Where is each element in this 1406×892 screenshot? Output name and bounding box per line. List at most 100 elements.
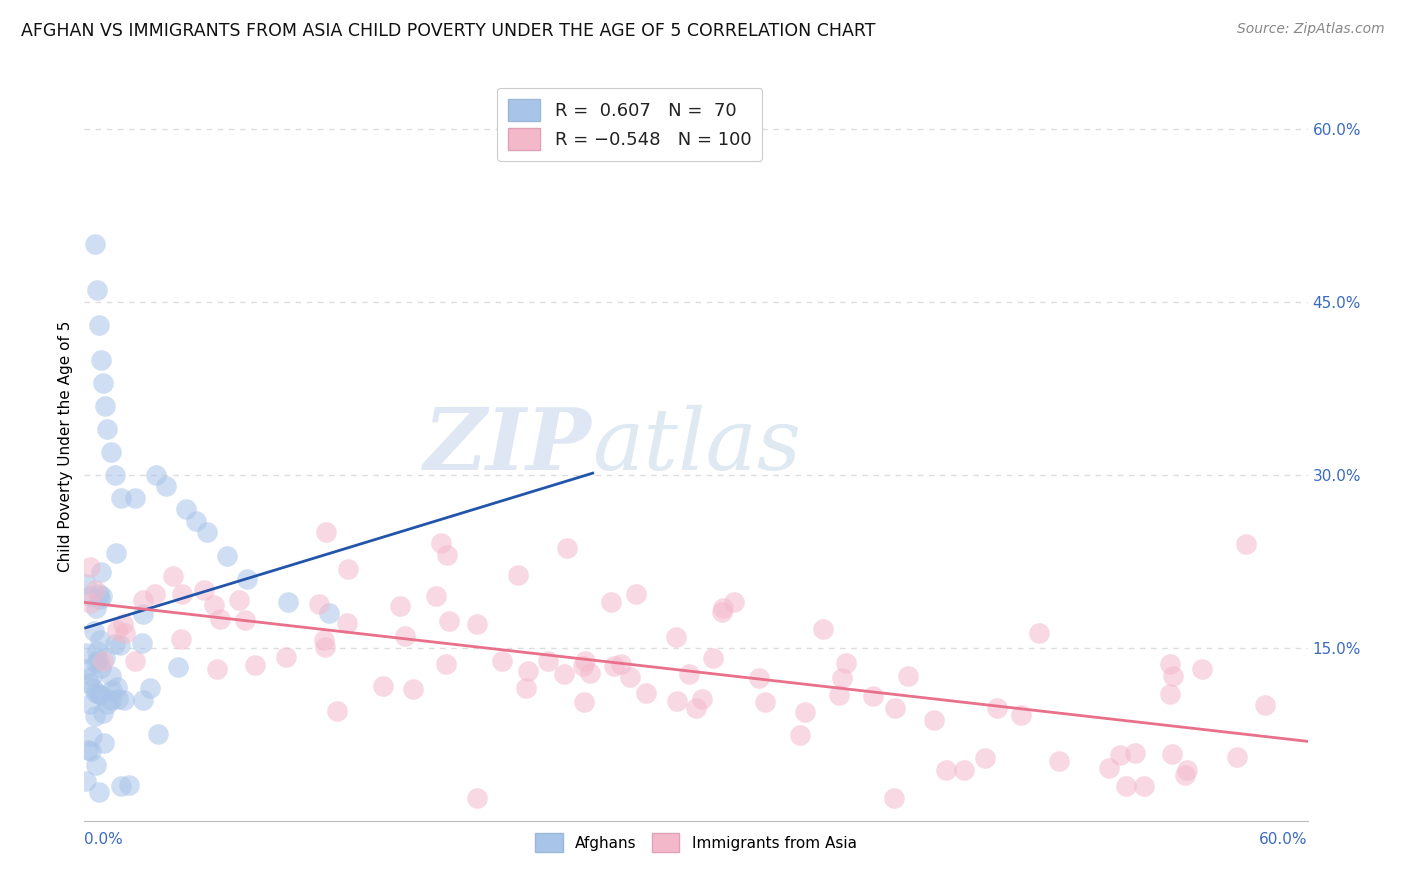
Point	[87, 653, 110, 667]
Point	[1109, 747, 1132, 762]
Point	[89, 632, 111, 647]
Point	[325, 704, 347, 718]
Point	[186, 514, 208, 528]
Point	[132, 607, 155, 621]
Point	[748, 671, 770, 685]
Point	[100, 444, 122, 458]
Point	[1174, 767, 1197, 781]
Point	[685, 701, 707, 715]
Point	[315, 524, 337, 539]
Point	[207, 662, 229, 676]
Point	[77, 676, 100, 690]
Point	[337, 562, 360, 576]
Point	[789, 728, 811, 742]
Point	[1047, 754, 1070, 768]
Point	[90, 661, 112, 675]
Point	[793, 705, 815, 719]
Point	[884, 701, 907, 715]
Point	[114, 626, 136, 640]
Point	[155, 479, 177, 493]
Point	[572, 659, 595, 673]
Point	[1097, 760, 1119, 774]
Point	[228, 593, 250, 607]
Point	[1028, 626, 1050, 640]
Point	[1163, 669, 1185, 683]
Point	[110, 779, 132, 793]
Point	[308, 598, 330, 612]
Point	[96, 698, 118, 712]
Point	[124, 491, 146, 505]
Point	[90, 688, 112, 702]
Point	[104, 467, 127, 482]
Point	[83, 624, 105, 638]
Point	[195, 525, 218, 540]
Point	[723, 595, 745, 609]
Point	[610, 657, 633, 672]
Text: 60.0%: 60.0%	[1260, 832, 1308, 847]
Point	[93, 736, 115, 750]
Point	[506, 567, 529, 582]
Point	[104, 546, 127, 560]
Point	[434, 657, 457, 671]
Point	[111, 617, 134, 632]
Point	[82, 681, 104, 695]
Point	[75, 577, 97, 591]
Text: 0.0%: 0.0%	[84, 832, 124, 847]
Point	[110, 491, 132, 505]
Point	[515, 681, 537, 695]
Point	[555, 541, 578, 555]
Point	[172, 586, 194, 600]
Point	[429, 536, 451, 550]
Point	[666, 694, 689, 708]
Point	[79, 596, 101, 610]
Point	[146, 726, 169, 740]
Point	[922, 713, 945, 727]
Point	[314, 640, 336, 654]
Point	[883, 790, 905, 805]
Point	[91, 706, 114, 720]
Point	[75, 647, 97, 661]
Point	[831, 672, 853, 686]
Point	[233, 613, 256, 627]
Point	[277, 594, 299, 608]
Point	[79, 560, 101, 574]
Point	[84, 600, 107, 615]
Point	[1191, 662, 1213, 676]
Point	[112, 693, 135, 707]
Point	[91, 589, 114, 603]
Legend: Afghans, Immigrants from Asia: Afghans, Immigrants from Asia	[529, 827, 863, 858]
Point	[402, 681, 425, 696]
Point	[170, 632, 193, 647]
Point	[80, 669, 103, 683]
Point	[636, 686, 658, 700]
Point	[83, 237, 105, 252]
Point	[166, 660, 188, 674]
Point	[1254, 698, 1277, 712]
Point	[702, 651, 724, 665]
Point	[84, 686, 107, 700]
Point	[132, 692, 155, 706]
Point	[100, 692, 122, 706]
Point	[145, 587, 167, 601]
Point	[145, 467, 167, 482]
Point	[336, 616, 359, 631]
Point	[827, 688, 849, 702]
Point	[973, 751, 995, 765]
Point	[108, 638, 131, 652]
Point	[217, 549, 239, 563]
Text: AFGHAN VS IMMIGRANTS FROM ASIA CHILD POVERTY UNDER THE AGE OF 5 CORRELATION CHAR: AFGHAN VS IMMIGRANTS FROM ASIA CHILD POV…	[21, 22, 876, 40]
Point	[107, 680, 129, 694]
Point	[897, 669, 920, 683]
Point	[84, 709, 107, 723]
Point	[139, 681, 162, 695]
Point	[87, 785, 110, 799]
Point	[1159, 687, 1181, 701]
Point	[90, 565, 112, 579]
Point	[436, 548, 458, 562]
Text: Source: ZipAtlas.com: Source: ZipAtlas.com	[1237, 22, 1385, 37]
Point	[90, 352, 112, 367]
Point	[465, 616, 488, 631]
Point	[82, 729, 104, 743]
Point	[84, 656, 107, 670]
Text: atlas: atlas	[592, 405, 801, 487]
